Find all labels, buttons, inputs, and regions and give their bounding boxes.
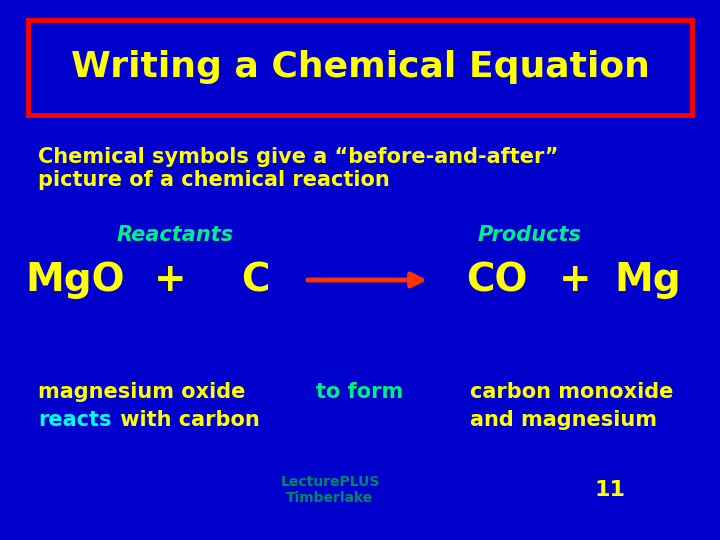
Text: CO: CO (467, 261, 528, 299)
Text: reacts: reacts (38, 410, 112, 430)
Text: to form: to form (316, 382, 404, 402)
Text: 11: 11 (595, 480, 626, 500)
Text: Timberlake: Timberlake (287, 491, 374, 505)
Text: carbon monoxide: carbon monoxide (470, 382, 673, 402)
Text: Writing a Chemical Equation: Writing a Chemical Equation (71, 50, 649, 84)
Text: MgO: MgO (25, 261, 125, 299)
Text: Products: Products (478, 225, 582, 245)
Text: +: + (153, 261, 186, 299)
Text: +: + (559, 261, 591, 299)
Text: Reactants: Reactants (117, 225, 233, 245)
Text: magnesium oxide: magnesium oxide (38, 382, 246, 402)
Text: picture of a chemical reaction: picture of a chemical reaction (38, 170, 390, 190)
Text: LecturePLUS: LecturePLUS (280, 475, 379, 489)
Text: Mg: Mg (615, 261, 681, 299)
Text: C: C (240, 261, 269, 299)
Text: Chemical symbols give a “before-and-after”: Chemical symbols give a “before-and-afte… (38, 147, 559, 167)
Bar (28, 20, 692, 115)
Text: with carbon: with carbon (113, 410, 260, 430)
Text: and magnesium: and magnesium (470, 410, 657, 430)
